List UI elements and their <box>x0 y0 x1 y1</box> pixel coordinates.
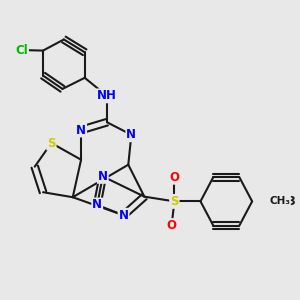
Text: Cl: Cl <box>15 44 28 56</box>
Text: N: N <box>118 209 129 222</box>
Text: CH₃: CH₃ <box>269 196 290 206</box>
Text: S: S <box>170 195 178 208</box>
Text: N: N <box>92 199 102 212</box>
Text: O: O <box>169 171 179 184</box>
Text: NH: NH <box>97 89 117 102</box>
Text: CH3: CH3 <box>269 195 296 208</box>
Text: O: O <box>167 219 177 232</box>
Text: N: N <box>76 124 86 136</box>
Text: N: N <box>126 128 136 141</box>
Text: S: S <box>47 136 56 150</box>
Text: N: N <box>98 170 108 183</box>
